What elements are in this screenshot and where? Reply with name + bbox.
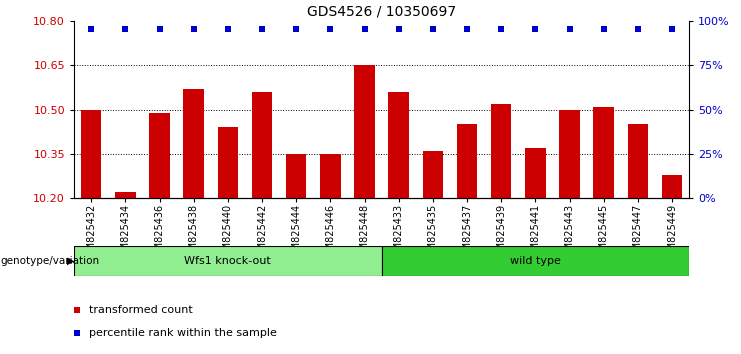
Bar — [252, 92, 272, 198]
Bar — [456, 125, 477, 198]
Title: GDS4526 / 10350697: GDS4526 / 10350697 — [307, 5, 456, 19]
Bar — [388, 92, 409, 198]
Bar — [491, 104, 511, 198]
Text: wild type: wild type — [510, 256, 561, 266]
Text: ▶: ▶ — [67, 256, 75, 266]
Bar — [81, 110, 102, 198]
Text: Wfs1 knock-out: Wfs1 knock-out — [185, 256, 271, 266]
Bar — [320, 154, 341, 198]
Bar — [559, 110, 579, 198]
Bar — [184, 89, 204, 198]
Bar — [662, 175, 682, 198]
Bar — [286, 154, 307, 198]
Bar — [525, 148, 545, 198]
Bar — [115, 192, 136, 198]
Bar — [74, 246, 382, 276]
Text: percentile rank within the sample: percentile rank within the sample — [90, 328, 277, 338]
Bar — [149, 113, 170, 198]
Bar — [594, 107, 614, 198]
Bar — [422, 151, 443, 198]
Bar — [218, 127, 238, 198]
Bar — [382, 246, 689, 276]
Text: genotype/variation: genotype/variation — [1, 256, 100, 266]
Text: transformed count: transformed count — [90, 305, 193, 315]
Bar — [628, 125, 648, 198]
Bar — [354, 65, 375, 198]
